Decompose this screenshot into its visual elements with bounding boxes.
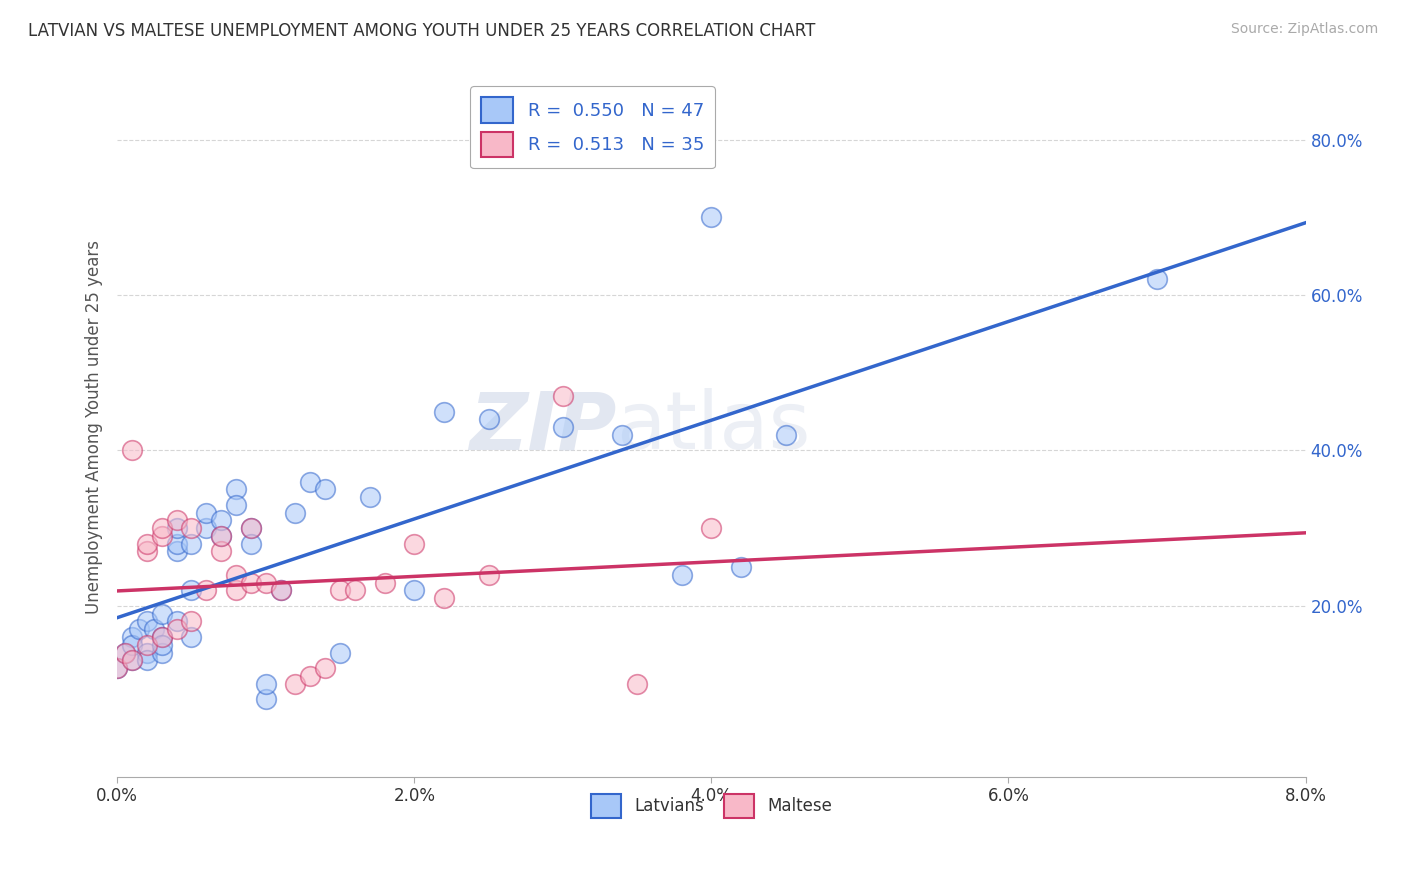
Point	[150, 607, 173, 621]
Point	[180, 521, 202, 535]
Point	[150, 521, 173, 535]
Point	[239, 521, 262, 535]
Point	[195, 506, 218, 520]
Point	[374, 575, 396, 590]
Point	[209, 544, 232, 558]
Point	[135, 638, 157, 652]
Point	[343, 583, 366, 598]
Point	[195, 521, 218, 535]
Point	[121, 630, 143, 644]
Point	[225, 498, 247, 512]
Point	[166, 537, 188, 551]
Point	[477, 412, 499, 426]
Point	[114, 646, 136, 660]
Point	[404, 537, 426, 551]
Point	[135, 537, 157, 551]
Point	[121, 653, 143, 667]
Point	[433, 591, 456, 606]
Point	[433, 404, 456, 418]
Point	[359, 490, 381, 504]
Point	[314, 483, 336, 497]
Point	[671, 567, 693, 582]
Point	[121, 443, 143, 458]
Point	[404, 583, 426, 598]
Point	[135, 615, 157, 629]
Point	[626, 676, 648, 690]
Point	[150, 630, 173, 644]
Point	[180, 615, 202, 629]
Point	[700, 211, 723, 225]
Point	[270, 583, 292, 598]
Point	[150, 638, 173, 652]
Y-axis label: Unemployment Among Youth under 25 years: Unemployment Among Youth under 25 years	[86, 240, 103, 615]
Point	[329, 583, 352, 598]
Point	[180, 583, 202, 598]
Point	[551, 420, 574, 434]
Point	[166, 521, 188, 535]
Point	[195, 583, 218, 598]
Text: atlas: atlas	[616, 388, 811, 467]
Point	[314, 661, 336, 675]
Point	[209, 513, 232, 527]
Point	[180, 537, 202, 551]
Point	[730, 560, 752, 574]
Point	[209, 529, 232, 543]
Text: LATVIAN VS MALTESE UNEMPLOYMENT AMONG YOUTH UNDER 25 YEARS CORRELATION CHART: LATVIAN VS MALTESE UNEMPLOYMENT AMONG YO…	[28, 22, 815, 40]
Point	[225, 483, 247, 497]
Point	[166, 513, 188, 527]
Point	[105, 661, 128, 675]
Point	[239, 537, 262, 551]
Point	[150, 630, 173, 644]
Text: Source: ZipAtlas.com: Source: ZipAtlas.com	[1230, 22, 1378, 37]
Point	[128, 622, 150, 636]
Point	[135, 653, 157, 667]
Point	[225, 583, 247, 598]
Point	[135, 646, 157, 660]
Point	[700, 521, 723, 535]
Point	[299, 475, 322, 489]
Point	[114, 646, 136, 660]
Point	[775, 428, 797, 442]
Point	[143, 622, 166, 636]
Point	[150, 646, 173, 660]
Point	[209, 529, 232, 543]
Point	[135, 544, 157, 558]
Point	[180, 630, 202, 644]
Point	[166, 622, 188, 636]
Point	[105, 661, 128, 675]
Legend: Latvians, Maltese: Latvians, Maltese	[583, 788, 838, 824]
Point	[270, 583, 292, 598]
Point	[299, 669, 322, 683]
Point	[150, 529, 173, 543]
Point	[121, 638, 143, 652]
Text: ZIP: ZIP	[470, 388, 616, 467]
Point	[166, 615, 188, 629]
Point	[239, 575, 262, 590]
Point	[551, 389, 574, 403]
Point	[329, 646, 352, 660]
Point	[254, 575, 277, 590]
Point	[239, 521, 262, 535]
Point	[254, 676, 277, 690]
Point	[121, 653, 143, 667]
Point	[284, 676, 307, 690]
Point	[477, 567, 499, 582]
Point	[166, 544, 188, 558]
Point	[225, 567, 247, 582]
Point	[254, 692, 277, 706]
Point	[612, 428, 634, 442]
Point	[284, 506, 307, 520]
Point	[1146, 272, 1168, 286]
